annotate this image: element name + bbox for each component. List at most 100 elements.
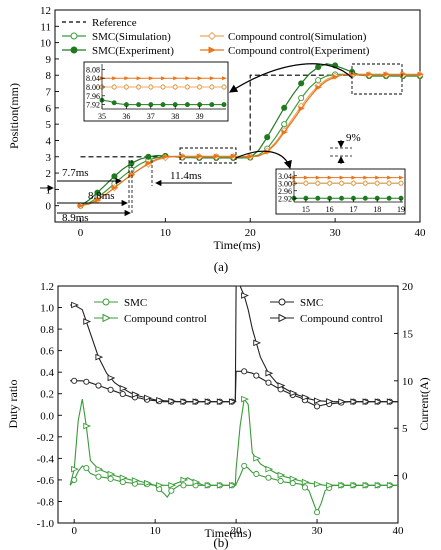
settle-label-8-9: 8.9ms bbox=[62, 212, 89, 224]
series-point-compound-control-experiment bbox=[247, 153, 254, 160]
legend-marker-cc-sim bbox=[207, 31, 217, 41]
inset-y-tick-label: 7.96 bbox=[86, 92, 100, 101]
legend-label-reference: Reference bbox=[92, 17, 137, 29]
series-point-compound-control-experiment bbox=[383, 71, 390, 77]
inset-point-compound-control-simulation bbox=[385, 180, 393, 187]
series-point-smc-simulation bbox=[298, 95, 305, 102]
series-point-compound-control-left bbox=[241, 395, 249, 403]
inset-point-compound-control-experiment bbox=[351, 175, 357, 180]
y-tick-label: 12 bbox=[40, 5, 51, 17]
inset-point-compound-control-simulation bbox=[374, 180, 381, 187]
panel-b-label: (b) bbox=[213, 535, 228, 550]
x-tick-label: 10 bbox=[160, 227, 172, 239]
series-point-compound-control-left bbox=[289, 475, 298, 483]
inset-y-tick-label: 8.00 bbox=[86, 83, 100, 92]
zoom-region-steady-8mm bbox=[351, 63, 403, 95]
y2-tick-label: 15 bbox=[402, 328, 414, 340]
series-point-compound-control-left bbox=[313, 480, 322, 488]
series-point-compound-control-right bbox=[168, 397, 177, 405]
panel-a-legend: Reference SMC(Simulation) SMC(Experiment… bbox=[62, 17, 370, 57]
inset-point-compound-control-simulation bbox=[220, 83, 228, 91]
series-point-compound-control-left bbox=[71, 465, 79, 473]
x-tick-label: 10 bbox=[150, 525, 162, 537]
series-point-compound-control-experiment bbox=[298, 106, 305, 112]
inset-y-tick-label: 7.92 bbox=[86, 101, 100, 110]
panel-a-series bbox=[76, 62, 424, 210]
inset-point-compound-control-simulation bbox=[326, 180, 333, 187]
inset-point-compound-control-experiment bbox=[399, 175, 404, 180]
inset-point-smc-experiment bbox=[209, 102, 215, 108]
inset-point-smc-experiment bbox=[136, 102, 142, 108]
series-line-smc-left bbox=[69, 465, 398, 514]
inset-x-tick-label: 16 bbox=[326, 205, 334, 214]
y-tick-label: -0.2 bbox=[37, 432, 54, 444]
series-point-compound-control-right bbox=[95, 353, 104, 361]
series-point-compound-control-right bbox=[204, 398, 213, 405]
series-point-smc-experiment bbox=[264, 134, 271, 141]
series-point-compound-control-right bbox=[265, 369, 274, 377]
series-point-smc-left bbox=[95, 473, 102, 480]
series-point-compound-control-right bbox=[326, 398, 334, 405]
y2-tick-label: 0 bbox=[402, 471, 408, 483]
y2-tick-label: 20 bbox=[402, 281, 414, 293]
series-point-compound-control-experiment bbox=[179, 153, 186, 159]
series-point-compound-control-left bbox=[143, 479, 152, 487]
series-point-compound-control-right bbox=[192, 398, 201, 405]
series-point-compound-control-right bbox=[289, 389, 298, 397]
y-tick-label: 6 bbox=[46, 103, 52, 115]
settle-label-8-8: 8.8ms bbox=[88, 190, 115, 202]
inset-steady-state-3mm: 2.922.963.003.04 15 16 17 18 19 bbox=[275, 168, 406, 215]
series-point-compound-control-left bbox=[338, 482, 347, 489]
panel-a-x-ticks: 0 10 20 30 40 bbox=[78, 218, 426, 239]
panel-a-label: (a) bbox=[214, 259, 228, 274]
y-tick-label: 0.6 bbox=[40, 346, 54, 358]
series-point-compound-control-left bbox=[107, 470, 116, 478]
inset-steady-state-8mm: 7.927.968.008.048.08 35 36 37 38 39 bbox=[83, 61, 229, 122]
inset-point-compound-control-simulation bbox=[184, 83, 191, 91]
legend-marker-smc-exp bbox=[70, 46, 78, 54]
inset-point-compound-control-simulation bbox=[196, 83, 203, 91]
legend-label-cc-exp: Compound control(Experiment) bbox=[228, 45, 370, 57]
overshoot-label: 9% bbox=[346, 132, 361, 144]
series-point-compound-control-right bbox=[350, 398, 359, 405]
inset-point-smc-experiment bbox=[160, 102, 166, 108]
series-point-smc-right bbox=[107, 386, 114, 393]
panel-a-x-axis-label: Time(ms) bbox=[214, 238, 261, 252]
series-point-compound-control-left bbox=[386, 482, 395, 489]
series-point-compound-control-experiment bbox=[315, 84, 322, 91]
legend-marker-smc-current bbox=[278, 298, 286, 306]
series-point-smc-experiment bbox=[128, 160, 135, 167]
panel-b-y-ticks: -1.0 -0.8 -0.6 -0.4 -0.2 0.0 0.2 0.4 0.6 0.8 1.0 1.… bbox=[37, 281, 62, 530]
legend-marker-cc-current bbox=[278, 313, 288, 323]
arrow-to-inset-3mm bbox=[235, 150, 292, 170]
inset-y-tick-label: 2.92 bbox=[278, 194, 292, 203]
inset-y-tick-label: 8.08 bbox=[86, 65, 100, 74]
series-point-compound-control-right bbox=[143, 394, 152, 402]
y-tick-label: 1.2 bbox=[40, 281, 54, 293]
series-point-compound-control-left bbox=[350, 482, 359, 489]
series-point-compound-control-experiment bbox=[145, 160, 152, 166]
series-point-compound-control-experiment bbox=[94, 197, 102, 203]
series-point-smc-simulation bbox=[281, 121, 288, 128]
series-point-compound-control-left bbox=[131, 477, 140, 484]
series-point-compound-control-experiment bbox=[281, 129, 288, 135]
series-point-compound-control-left bbox=[119, 474, 128, 482]
series-point-compound-control-left bbox=[374, 482, 383, 489]
legend-label-smc-exp: SMC(Experiment) bbox=[92, 45, 174, 57]
series-point-smc-right bbox=[71, 377, 78, 384]
series-point-smc-experiment bbox=[145, 153, 152, 160]
inset-y-tick-label: 2.96 bbox=[278, 187, 292, 196]
series-point-compound-control-experiment bbox=[196, 153, 203, 159]
series-point-smc-experiment bbox=[298, 80, 305, 87]
panel-b-series bbox=[69, 285, 398, 516]
series-point-smc-experiment bbox=[111, 173, 118, 180]
y-tick-label: 5 bbox=[46, 119, 52, 131]
inset-point-smc-experiment bbox=[315, 195, 321, 201]
inset-point-compound-control-experiment bbox=[173, 76, 179, 81]
inset-point-compound-control-simulation bbox=[172, 83, 179, 91]
series-point-compound-control-experiment bbox=[162, 154, 169, 160]
series-point-compound-control-left bbox=[228, 482, 237, 489]
inset-8mm-frame bbox=[83, 61, 229, 122]
inset-point-compound-control-simulation bbox=[111, 83, 118, 91]
